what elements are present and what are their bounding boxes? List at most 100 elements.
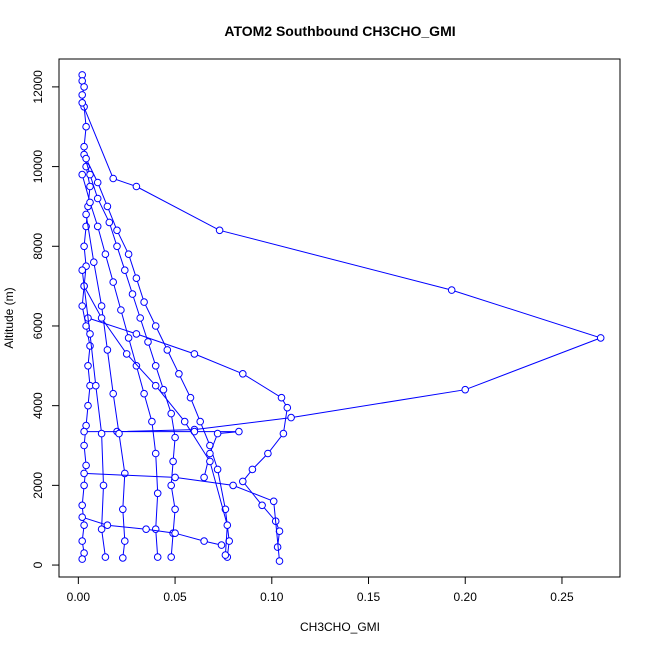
data-point (447, 286, 456, 294)
data-point (124, 250, 133, 258)
data-point (115, 429, 123, 438)
x-axis-label: CH3CHO_GMI (300, 620, 380, 634)
data-point (163, 346, 172, 354)
data-point (128, 290, 137, 298)
data-point (113, 242, 121, 251)
data-point (113, 226, 121, 235)
data-point (109, 174, 117, 183)
x-tick-label: 0.25 (550, 590, 574, 604)
y-axis-label: Altitude (m) (2, 287, 16, 348)
data-point (78, 302, 86, 310)
data-point (84, 362, 92, 370)
data-point (132, 274, 141, 283)
profile-series (80, 427, 243, 482)
data-point (93, 222, 102, 231)
data-point (213, 429, 222, 438)
data-point (80, 83, 88, 91)
data-point (78, 501, 86, 510)
data-point (153, 489, 162, 498)
chart-title: ATOM2 Southbound CH3CHO_GMI (224, 23, 455, 39)
data-point (109, 389, 117, 398)
y-tick-label: 12000 (31, 70, 45, 104)
data-point (171, 529, 179, 538)
profile-series (80, 469, 284, 565)
data-point (213, 465, 222, 474)
data-point (93, 194, 102, 203)
data-point (151, 362, 160, 370)
data-point (80, 242, 88, 251)
data-point (283, 403, 292, 412)
profile-series (78, 170, 162, 561)
profile-series (80, 150, 179, 561)
data-point (132, 330, 141, 338)
profile-line (84, 431, 239, 478)
data-point (109, 278, 117, 286)
y-tick-label: 2000 (31, 472, 45, 499)
data-point (90, 258, 98, 267)
data-point (461, 385, 470, 394)
profile-line (85, 214, 126, 558)
data-point (80, 441, 88, 450)
y-tick-label: 8000 (31, 233, 45, 260)
data-point (206, 457, 214, 466)
data-point (277, 393, 286, 402)
data-point (258, 501, 266, 510)
data-point (84, 401, 92, 410)
data-point (97, 525, 106, 534)
y-tick-label: 0 (31, 561, 45, 568)
data-point (105, 218, 114, 227)
data-point (190, 350, 199, 358)
data-point (119, 505, 127, 514)
data-point (275, 557, 284, 565)
data-point (167, 409, 175, 418)
data-point (86, 198, 94, 207)
profile-series (84, 314, 292, 551)
data-point (159, 385, 168, 394)
profile-series (82, 154, 233, 561)
x-tick-label: 0.10 (260, 590, 284, 604)
data-point (80, 427, 88, 436)
data-point (136, 314, 144, 322)
data-point (101, 250, 110, 258)
data-point (97, 429, 106, 438)
data-point (140, 298, 148, 306)
data-point (99, 481, 108, 490)
data-point (122, 350, 131, 358)
data-point (78, 513, 86, 522)
data-point (117, 306, 125, 314)
data-point (121, 537, 129, 545)
data-point (140, 389, 148, 398)
data-point (78, 555, 86, 563)
data-point (82, 210, 90, 219)
profile-line (81, 174, 159, 558)
data-point (80, 481, 88, 490)
data-point (235, 427, 243, 436)
data-point (151, 525, 160, 534)
data-point (144, 338, 152, 346)
profile-line (83, 285, 228, 556)
profile-line (83, 154, 176, 558)
data-point (103, 521, 112, 530)
data-point (82, 154, 90, 163)
data-point (171, 505, 179, 514)
data-point (167, 481, 175, 490)
data-point (221, 551, 230, 559)
data-point (239, 477, 247, 486)
x-axis: 0.00 0.05 0.10 0.15 0.20 0.25 (67, 576, 574, 604)
data-point (215, 226, 224, 235)
y-tick-label: 10000 (31, 150, 45, 184)
data-point (86, 342, 94, 350)
data-point (92, 381, 100, 390)
x-tick-label: 0.15 (357, 590, 381, 604)
profile-line (81, 102, 603, 433)
y-axis: 0 2000 4000 6000 8000 10000 12000 (31, 70, 60, 568)
data-point (124, 334, 133, 342)
data-point (86, 182, 94, 191)
data-point (82, 461, 90, 470)
data-point (153, 553, 162, 561)
series-layer (78, 71, 605, 565)
data-point (97, 314, 106, 322)
data-point (200, 473, 208, 482)
